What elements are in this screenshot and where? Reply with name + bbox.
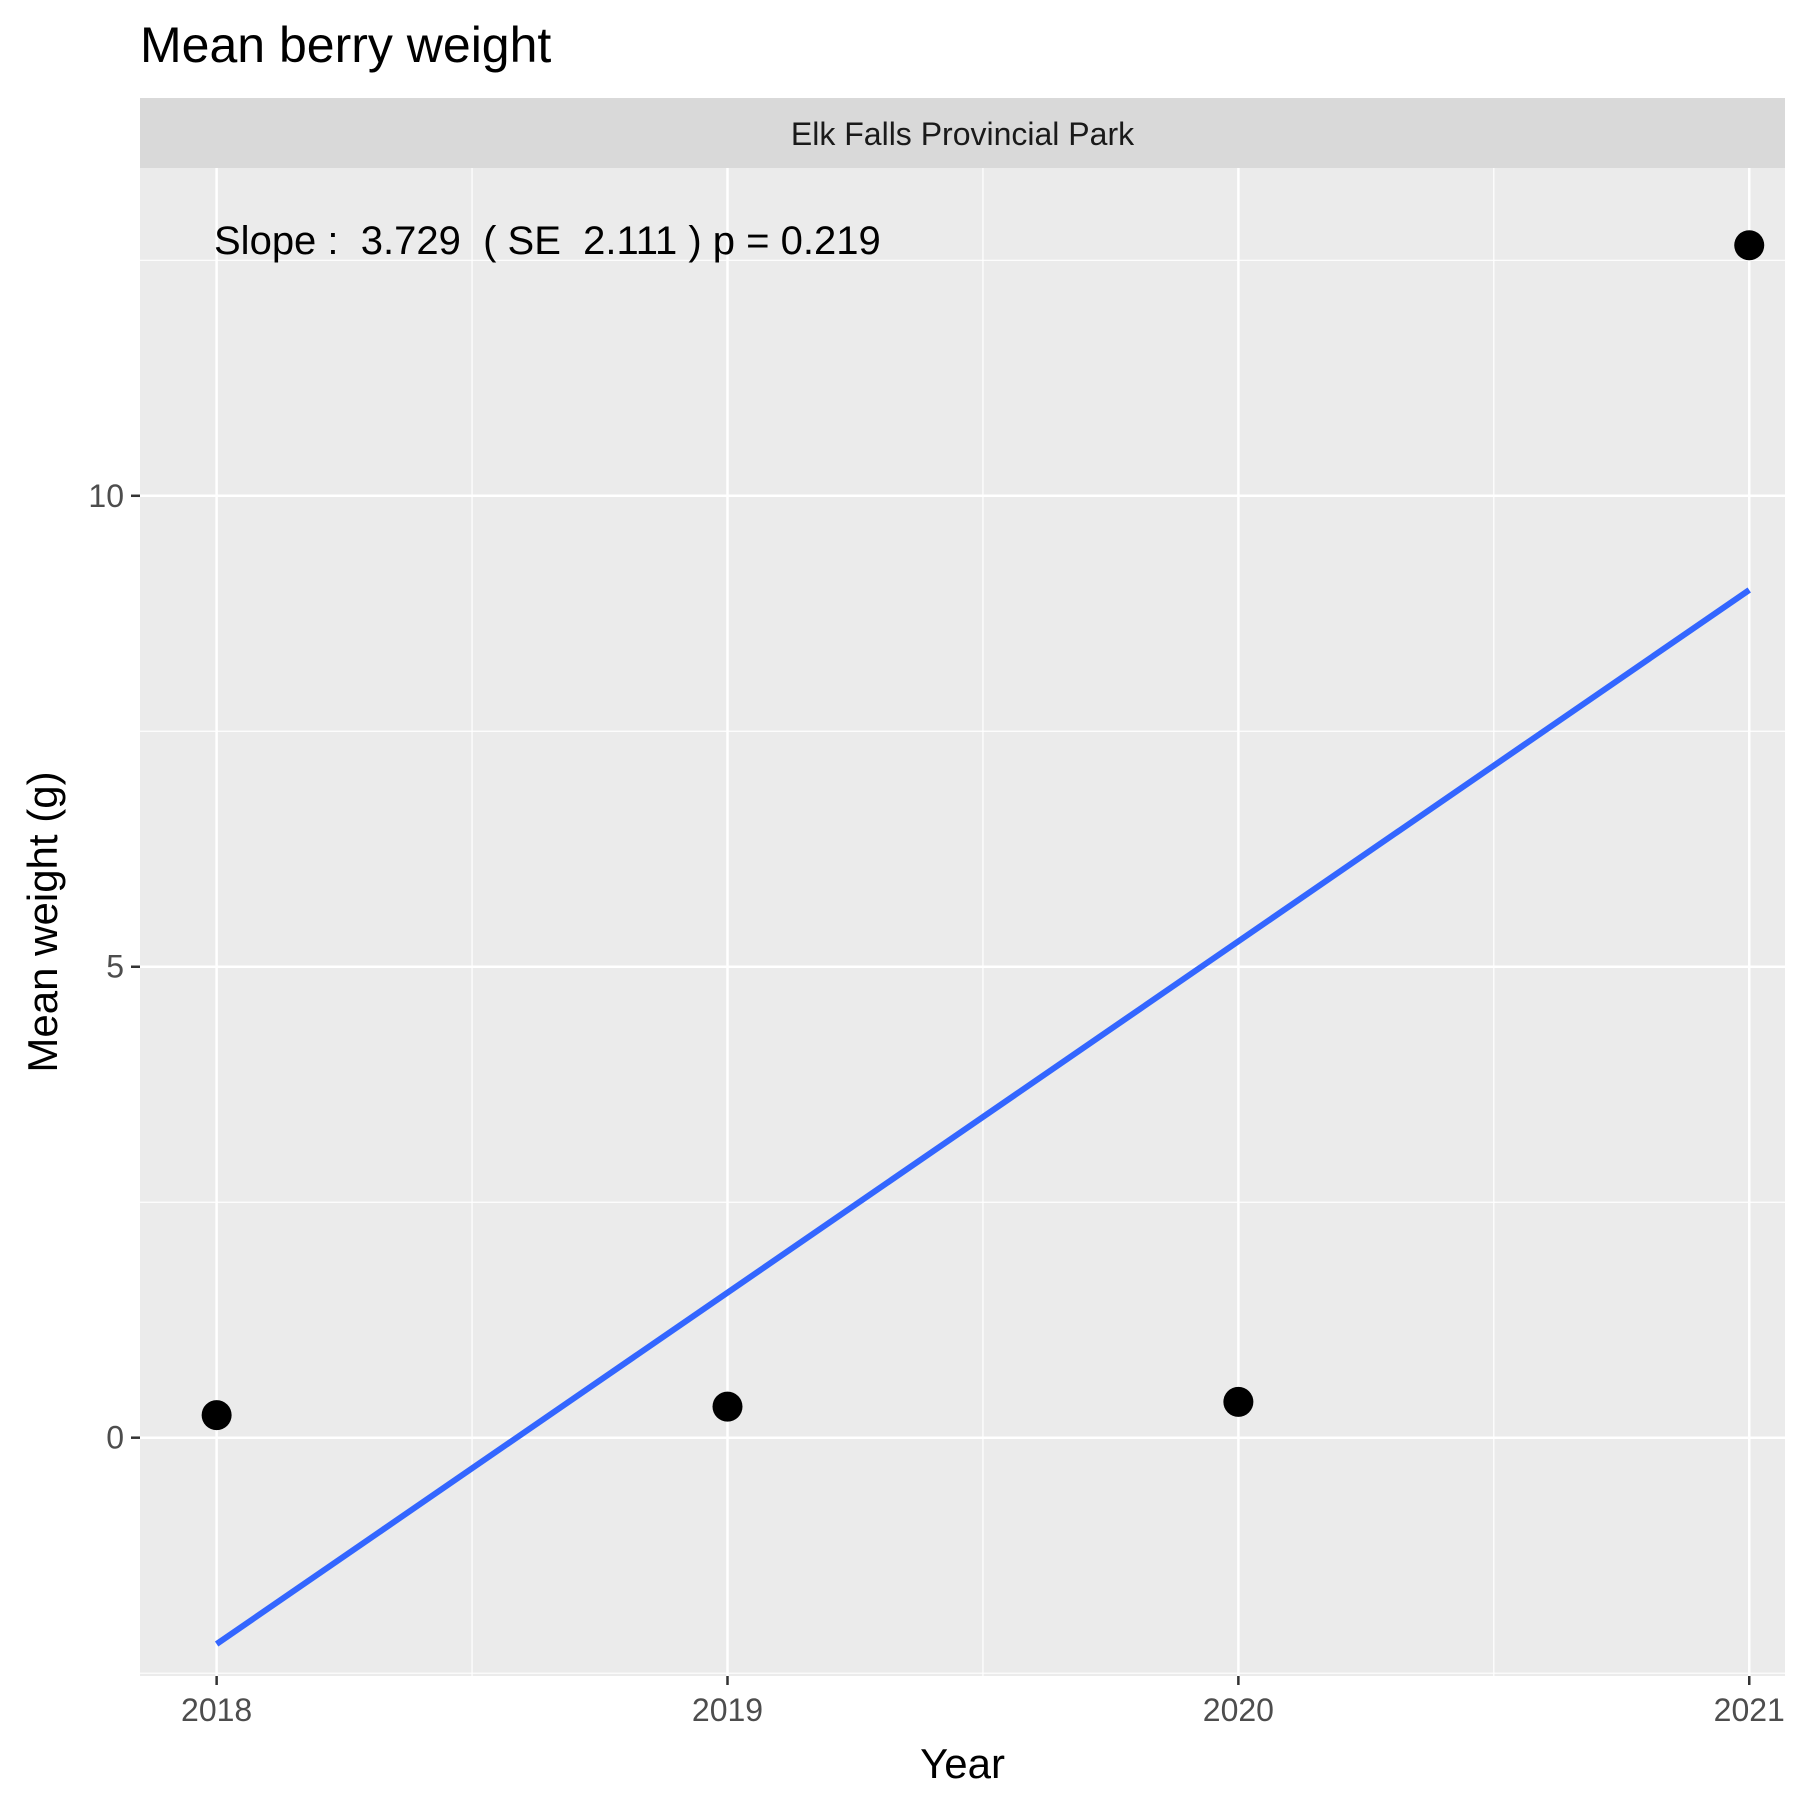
x-tick-label: 2018 [181,1692,252,1728]
y-tick-label: 0 [106,1420,124,1456]
major-gridlines [140,168,1785,1676]
data-point [1734,230,1765,261]
x-tick-label: 2020 [1203,1692,1274,1728]
facet-strip [140,98,1785,168]
plot-panel [140,168,1785,1676]
y-tick-label: 10 [88,478,124,514]
x-tick-label: 2019 [692,1692,763,1728]
trend-line [214,587,1751,1647]
data-point [1223,1386,1254,1417]
x-axis: 2018 2019 2020 2021 [181,1676,1785,1728]
x-tick-label: 2021 [1714,1692,1785,1728]
y-tick-label: 5 [106,949,124,985]
data-point [712,1391,743,1422]
chart-title: Mean berry weight [140,17,551,73]
data-points [201,230,1765,1431]
trend-line-group [214,587,1751,1647]
slope-annotation: Slope : 3.729 ( SE 2.111 ) p = 0.219 [214,219,881,263]
y-axis-title: Mean weight (g) [19,771,66,1072]
minor-gridlines [140,168,1785,1676]
y-axis: 0 5 10 [88,478,140,1456]
x-axis-title: Year [920,1740,1005,1787]
data-point [201,1400,232,1431]
facet-strip-label: Elk Falls Provincial Park [791,116,1135,152]
